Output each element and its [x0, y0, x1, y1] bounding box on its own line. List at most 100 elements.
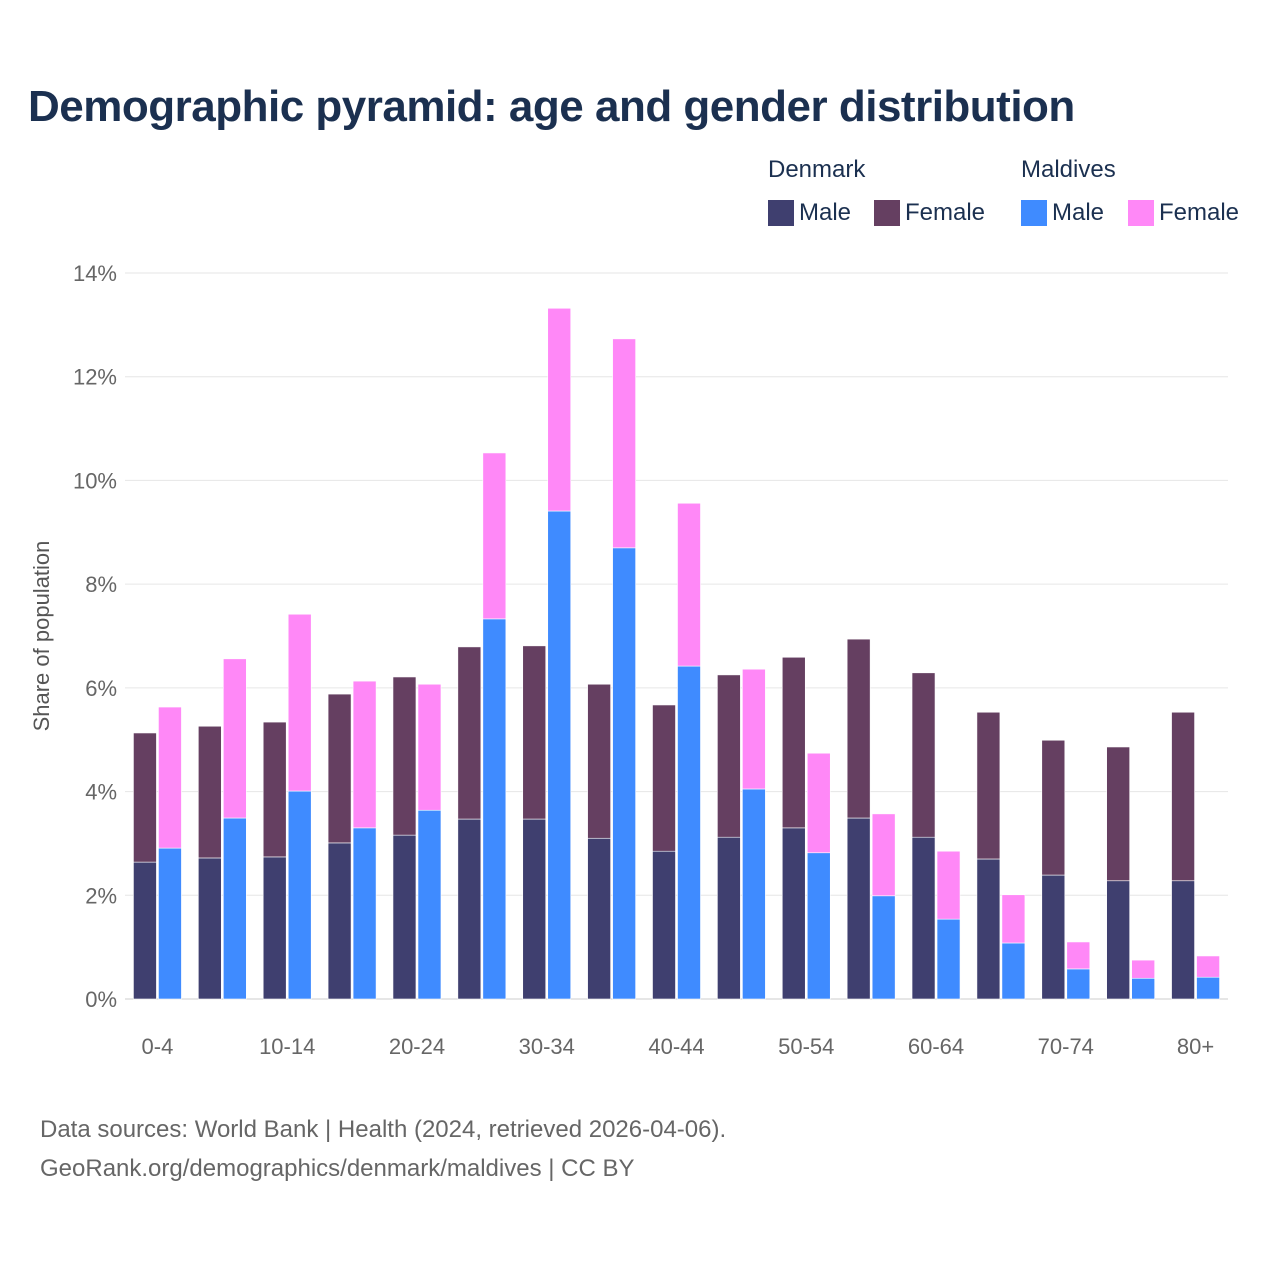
bar-denmark-male [1106, 880, 1130, 1000]
chart-title: Demographic pyramid: age and gender dist… [28, 82, 1075, 131]
legend-item-maldives-female[interactable]: Female [1128, 199, 1239, 227]
footer-source: Data sources: World Bank | Health (2024,… [40, 1116, 727, 1143]
bar-maldives-female [871, 813, 896, 897]
bar-denmark-male [652, 850, 676, 1000]
bar-maldives-female [806, 752, 831, 854]
bar-denmark-female [392, 676, 417, 836]
bar-denmark-male [717, 836, 741, 1000]
bar-maldives-male [936, 918, 961, 1000]
x-tick-label: 20-24 [389, 1034, 445, 1059]
x-tick-label: 10-14 [259, 1034, 315, 1059]
bar-denmark-female [846, 638, 871, 819]
bar-maldives-male [871, 895, 896, 1000]
bar-denmark-female [587, 683, 611, 839]
bar-maldives-male [806, 852, 831, 1000]
bar-denmark-female [522, 645, 547, 820]
x-tick-label: 40-44 [648, 1034, 704, 1059]
bar-maldives-female [742, 668, 766, 790]
bar-maldives-male [742, 788, 766, 1000]
bar-maldives-female [612, 338, 636, 549]
y-tick-label: 0% [85, 987, 117, 1012]
bar-maldives-female [1131, 959, 1155, 979]
bar-denmark-male [911, 836, 936, 1000]
bar-maldives-male [417, 809, 442, 1000]
x-tick-label: 0-4 [142, 1034, 174, 1059]
bar-denmark-female [262, 721, 287, 858]
legend-group-denmark: Denmark [768, 156, 866, 183]
bar-denmark-female [911, 672, 936, 838]
bar-denmark-male [392, 834, 417, 1000]
legend-item-denmark-female[interactable]: Female [874, 199, 985, 227]
bar-maldives-male [1196, 976, 1220, 1000]
footer-credit: GeoRank.org/demographics/denmark/maldive… [40, 1155, 635, 1182]
bar-denmark-female [133, 732, 157, 863]
y-tick-label: 14% [73, 261, 117, 286]
bar-maldives-male [482, 618, 507, 1000]
bar-maldives-male [1001, 942, 1026, 1000]
legend-swatch [1128, 200, 1154, 226]
bar-maldives-male [677, 665, 701, 1000]
bar-maldives-female [1001, 894, 1026, 944]
legend-label: Male [1052, 199, 1105, 226]
legend-label: Female [905, 199, 986, 226]
bar-denmark-female [781, 656, 806, 829]
bar-denmark-female [457, 646, 482, 820]
bar-maldives-female [936, 850, 961, 920]
y-tick-label: 10% [73, 468, 117, 493]
bar-maldives-female [677, 502, 701, 667]
bar-maldives-male [287, 790, 312, 1000]
bar-denmark-male [327, 842, 352, 1000]
bar-denmark-female [1041, 739, 1066, 876]
bar-denmark-male [976, 858, 1001, 1000]
bar-denmark-male [846, 817, 871, 1000]
y-tick-label: 2% [85, 883, 117, 908]
bar-maldives-male [158, 847, 182, 1000]
bar-maldives-female [287, 613, 312, 792]
bar-denmark-female [198, 725, 222, 859]
legend-group-maldives: Maldives [1021, 156, 1116, 183]
bar-denmark-male [1171, 880, 1195, 1000]
bar-maldives-male [223, 817, 247, 1000]
bar-maldives-male [1131, 977, 1155, 1000]
bar-denmark-female [1106, 746, 1130, 882]
bar-maldives-female [547, 307, 572, 512]
bar-denmark-male [198, 857, 222, 1000]
y-tick-label: 8% [85, 572, 117, 597]
bar-denmark-male [457, 818, 482, 1000]
bar-denmark-male [1041, 874, 1066, 1000]
x-tick-label: 60-64 [908, 1034, 964, 1059]
bar-denmark-female [327, 693, 352, 844]
x-tick-label: 70-74 [1038, 1034, 1094, 1059]
legend-swatch [1021, 200, 1047, 226]
x-tick-label: 80+ [1177, 1034, 1214, 1059]
y-tick-label: 6% [85, 676, 117, 701]
bar-denmark-male [781, 827, 806, 1000]
bar-maldives-male [612, 547, 636, 1000]
bar-denmark-male [587, 837, 611, 1000]
bar-maldives-female [352, 680, 377, 829]
bar-maldives-female [223, 658, 247, 819]
bar-denmark-female [976, 711, 1001, 860]
legend-swatch [874, 200, 900, 226]
legend-label: Female [1159, 199, 1240, 226]
bar-maldives-female [1196, 955, 1220, 978]
bar-maldives-male [352, 827, 377, 1000]
bar-denmark-female [1171, 711, 1195, 882]
bar-denmark-female [717, 674, 741, 838]
x-tick-label: 50-54 [778, 1034, 834, 1059]
bar-maldives-male [547, 510, 572, 1000]
bar-denmark-male [522, 818, 547, 1000]
y-tick-label: 12% [73, 365, 117, 390]
bar-maldives-female [482, 452, 507, 620]
bar-maldives-female [417, 683, 442, 811]
y-tick-label: 4% [85, 780, 117, 805]
legend-item-denmark-male[interactable]: Male [768, 199, 851, 227]
legend-item-maldives-male[interactable]: Male [1021, 199, 1104, 227]
bar-maldives-female [1066, 941, 1091, 970]
bar-denmark-male [262, 856, 287, 1000]
legend-swatch [768, 200, 794, 226]
bar-maldives-male [1066, 968, 1091, 1000]
legend-label: Male [799, 199, 852, 226]
